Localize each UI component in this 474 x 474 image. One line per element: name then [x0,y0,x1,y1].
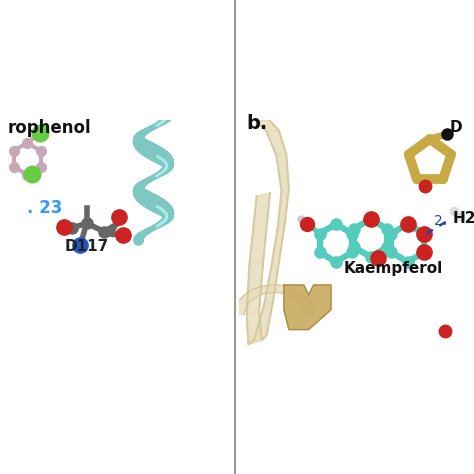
Polygon shape [247,262,263,315]
Polygon shape [248,336,266,345]
Polygon shape [264,262,279,305]
Polygon shape [249,193,270,265]
Text: b.: b. [247,114,268,133]
Text: H2O: H2O [452,210,474,226]
Polygon shape [284,285,331,329]
Polygon shape [254,120,279,132]
Text: D117: D117 [64,239,109,255]
Text: Kaempferol: Kaempferol [343,261,443,276]
Polygon shape [235,285,314,315]
Polygon shape [272,223,285,265]
Polygon shape [266,130,286,156]
Text: . 23: . 23 [27,199,63,217]
Polygon shape [276,155,289,191]
Text: rophenol: rophenol [8,118,91,137]
Polygon shape [278,189,289,226]
Polygon shape [247,312,262,345]
Text: 2.: 2. [434,214,447,228]
Text: D: D [450,119,462,135]
Polygon shape [254,302,273,339]
